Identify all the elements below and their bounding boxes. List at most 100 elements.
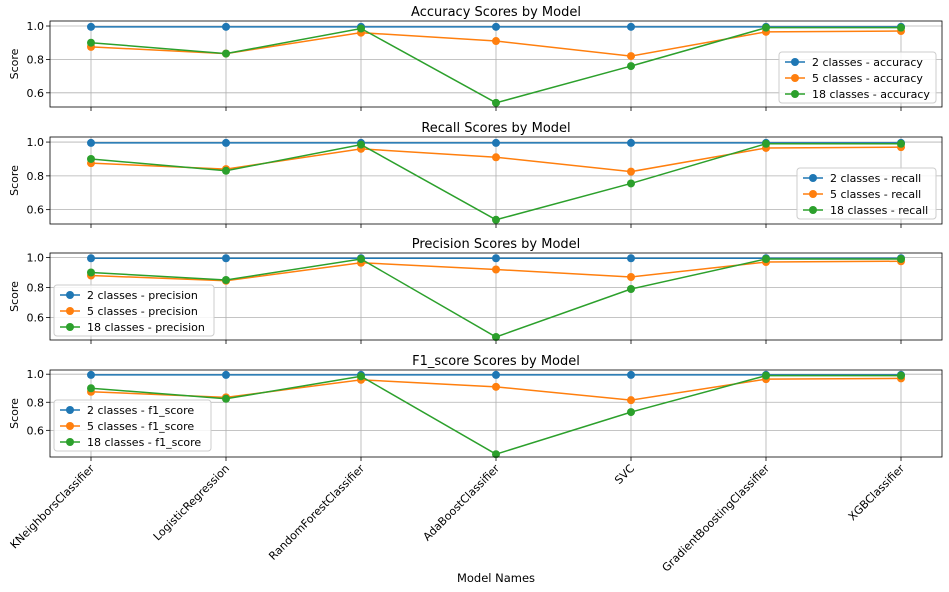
legend-label: 18 classes - recall xyxy=(830,204,928,217)
data-point xyxy=(492,450,500,459)
legend-marker xyxy=(66,406,74,414)
subplots: 0.6 0.8 1.0 Accuracy Scores by Model Score 2 … xyxy=(8,5,943,461)
legend-box xyxy=(53,399,212,452)
legend: 2 classes - accuracy 5 classes - accuracy… xyxy=(778,51,937,104)
legend-box xyxy=(796,167,937,220)
legend-marker xyxy=(66,291,74,299)
x-tick-label: KNeighborsClassifier xyxy=(8,462,98,552)
axes-frame xyxy=(49,20,943,108)
data-point xyxy=(627,408,635,417)
x-axis-label: Model Names xyxy=(457,571,535,585)
data-point xyxy=(492,37,500,46)
legend-label: 2 classes - accuracy xyxy=(812,56,923,69)
legend-entry: 2 classes - accuracy xyxy=(785,56,923,69)
legend-label: 2 classes - f1_score xyxy=(87,404,194,417)
data-point xyxy=(357,140,365,149)
axes-frame xyxy=(49,369,943,458)
data-point xyxy=(222,370,230,379)
data-point xyxy=(222,254,230,263)
y-axis-label: Score xyxy=(8,398,21,429)
y-axis-label: Score xyxy=(8,165,21,196)
data-point xyxy=(87,370,95,379)
legend-marker xyxy=(809,174,817,182)
legend-marker xyxy=(791,90,799,98)
legend-label: 18 classes - f1_score xyxy=(87,436,201,449)
y-axis-label: Score xyxy=(8,48,21,79)
x-tick-label: AdaBoostClassifier xyxy=(421,462,503,544)
axes-frame xyxy=(49,252,943,341)
data-point xyxy=(492,370,500,379)
y-tick-label: 0.8 xyxy=(27,170,45,183)
data-point xyxy=(897,371,905,380)
x-tick-label: GradientBoostingClassifier xyxy=(660,462,773,575)
subplot-title: F1_score Scores by Model xyxy=(412,354,580,369)
data-point xyxy=(627,179,635,188)
legend-label: 18 classes - precision xyxy=(87,321,205,334)
y-tick-label: 0.8 xyxy=(27,396,45,409)
legend: 2 classes - precision 5 classes - precisi… xyxy=(53,284,215,337)
y-tick-label: 1.0 xyxy=(27,20,45,33)
data-point xyxy=(627,52,635,61)
data-point xyxy=(627,273,635,281)
data-point xyxy=(222,166,230,175)
legend-entry: 18 classes - recall xyxy=(803,204,928,217)
data-point xyxy=(762,139,770,148)
data-point xyxy=(627,62,635,71)
shared-x-axis: KNeighborsClassifier LogisticRegression Ra… xyxy=(8,462,908,575)
legend-label: 2 classes - recall xyxy=(830,172,921,185)
legend-entry: 5 classes - f1_score xyxy=(60,420,194,433)
data-point xyxy=(897,23,905,32)
legend-entry: 18 classes - precision xyxy=(60,321,205,334)
subplot-title: Precision Scores by Model xyxy=(412,237,581,252)
legend-label: 5 classes - f1_score xyxy=(87,420,194,433)
data-point xyxy=(357,24,365,33)
data-point xyxy=(87,138,95,147)
y-tick-label: 1.0 xyxy=(27,136,45,149)
subplot-3: 0.6 0.8 1.0 Precision Scores by Model Score 2… xyxy=(8,237,943,344)
legend-box xyxy=(53,284,215,337)
data-point xyxy=(762,255,770,263)
y-tick-label: 1.0 xyxy=(27,368,45,381)
data-point xyxy=(762,23,770,32)
data-point xyxy=(222,138,230,147)
subplot-title: Recall Scores by Model xyxy=(421,121,570,136)
data-point xyxy=(627,167,635,176)
x-tick-label: RandomForestClassifier xyxy=(266,462,367,563)
data-point xyxy=(492,382,500,391)
data-point xyxy=(627,285,635,293)
legend-entry: 18 classes - f1_score xyxy=(60,436,201,449)
data-point xyxy=(627,370,635,379)
y-tick-label: 0.6 xyxy=(27,204,45,217)
legend-box xyxy=(778,51,937,104)
y-tick-label: 1.0 xyxy=(27,252,45,265)
legend-marker xyxy=(66,307,74,315)
data-point xyxy=(627,22,635,31)
data-point xyxy=(222,394,230,403)
legend-entry: 2 classes - precision xyxy=(60,289,198,302)
x-tick-label: SVC xyxy=(612,462,637,487)
data-point xyxy=(627,254,635,263)
data-point xyxy=(627,396,635,405)
data-point xyxy=(492,254,500,263)
legend-label: 5 classes - accuracy xyxy=(812,72,923,85)
legend-entry: 5 classes - recall xyxy=(803,188,921,201)
data-point xyxy=(492,138,500,147)
legend-entry: 5 classes - accuracy xyxy=(785,72,923,85)
y-axis-label: Score xyxy=(8,281,21,312)
data-point xyxy=(357,255,365,263)
legend-label: 2 classes - precision xyxy=(87,289,198,302)
data-point xyxy=(897,255,905,263)
subplot-4: 0.6 0.8 1.0 F1_score Scores by Model Score 2 … xyxy=(8,354,943,461)
legend-label: 5 classes - recall xyxy=(830,188,921,201)
axes-frame xyxy=(49,136,943,225)
legend-label: 18 classes - accuracy xyxy=(812,88,930,101)
data-point xyxy=(897,139,905,148)
data-point xyxy=(87,254,95,263)
legend: 2 classes - recall 5 classes - recall 18 c… xyxy=(796,167,937,220)
data-point xyxy=(762,371,770,380)
y-tick-label: 0.6 xyxy=(27,87,45,100)
data-point xyxy=(87,22,95,31)
legend-entry: 18 classes - accuracy xyxy=(785,88,930,101)
y-tick-label: 0.8 xyxy=(27,53,45,66)
